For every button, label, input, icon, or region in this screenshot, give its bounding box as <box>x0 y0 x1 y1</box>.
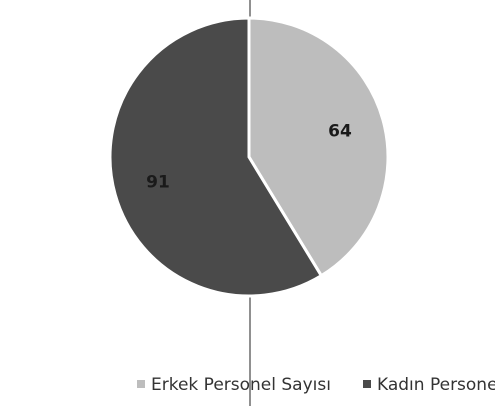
data-label: 91 <box>146 173 170 193</box>
legend-marker <box>137 380 145 388</box>
data-label: 64 <box>328 121 352 141</box>
legend-label: Kadın Personel Sayısı <box>377 375 495 395</box>
pie-slice <box>108 16 324 298</box>
legend-marker <box>363 380 371 388</box>
legend-label: Erkek Personel Sayısı <box>151 375 331 395</box>
